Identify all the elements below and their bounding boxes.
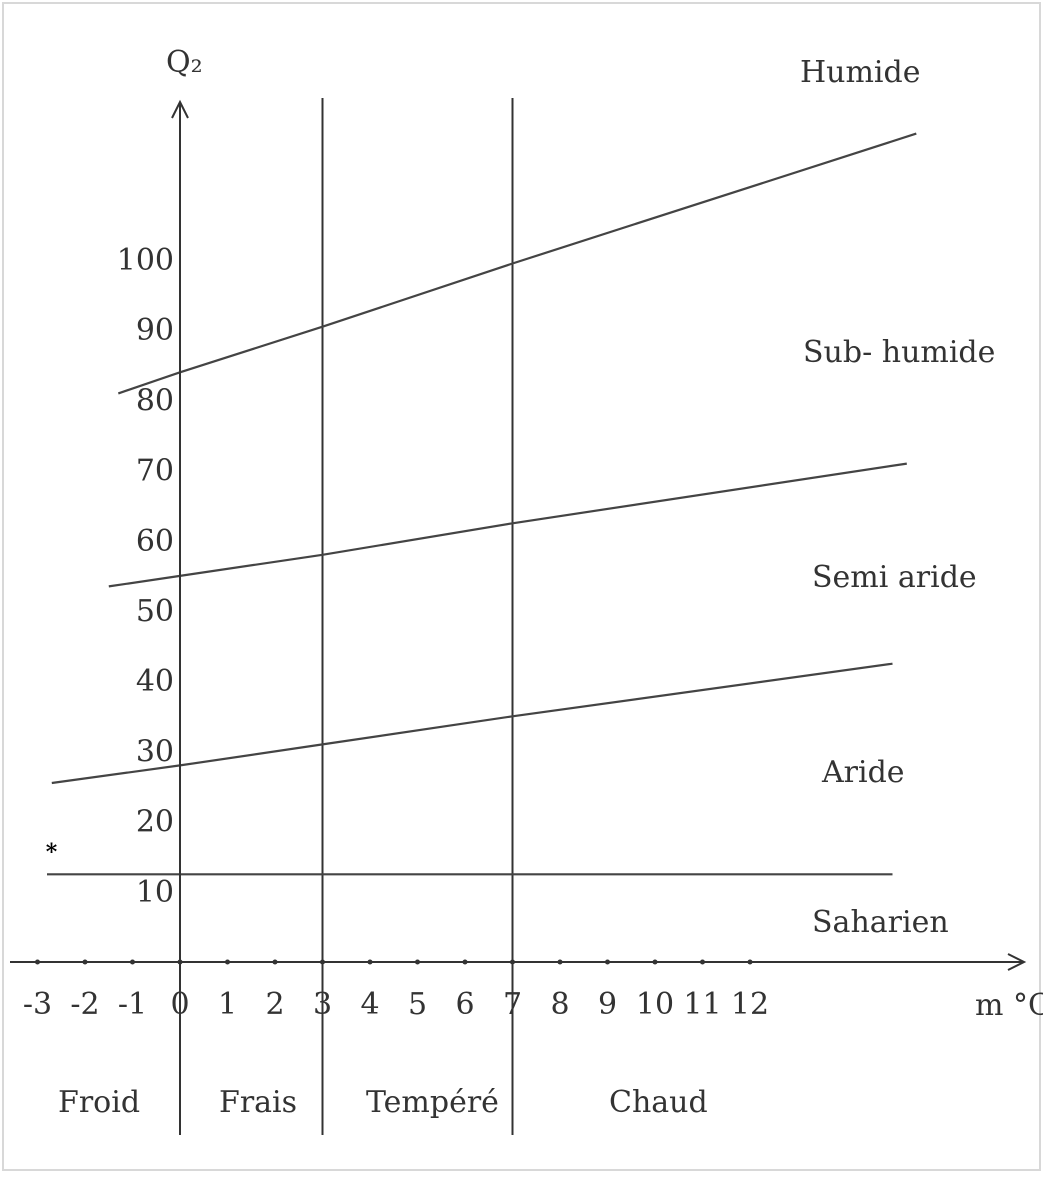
boundary-line-2: [108, 462, 907, 588]
y-tick-label-80: 80: [136, 383, 174, 418]
x-axis-label: m °C: [975, 988, 1043, 1023]
zone-label-saharien: Saharien: [812, 905, 949, 940]
y-axis-label: Q₂: [166, 45, 203, 80]
x-tick-mark-4: [367, 959, 373, 965]
x-tick-mark-1: [225, 959, 230, 965]
temp-label-chaud: Chaud: [609, 1085, 708, 1120]
x-tick-mark-10: [652, 959, 658, 965]
x-tick-label-4: 4: [360, 987, 379, 1022]
x-tick-mark-9: [605, 959, 610, 965]
temp-label-tempere: Tempéré: [366, 1085, 499, 1120]
y-tick-label-10: 10: [136, 875, 174, 910]
x-tick-label--2: -2: [70, 987, 99, 1022]
y-tick-label-20: 20: [136, 805, 174, 840]
x-tick-label-5: 5: [408, 987, 427, 1022]
temp-label-frais: Frais: [219, 1085, 297, 1120]
x-tick-mark--3: [35, 959, 40, 965]
x-tick-label-2: 2: [265, 987, 284, 1022]
boundary-line-1: [117, 132, 917, 395]
x-tick-label--3: -3: [23, 987, 52, 1022]
zone-label-semi-aride: Semi aride: [812, 560, 977, 595]
star-marker: *: [46, 840, 58, 866]
x-tick-mark-2: [272, 959, 278, 965]
y-tick-label-60: 60: [136, 524, 174, 559]
y-tick-label-30: 30: [136, 734, 174, 769]
x-tick-label-11: 11: [683, 987, 721, 1022]
x-tick-mark-11: [700, 959, 705, 965]
y-tick-label-50: 50: [136, 594, 174, 629]
boundary-line-3: [51, 662, 893, 785]
x-tick-mark--2: [82, 959, 88, 965]
x-tick-label-9: 9: [598, 987, 617, 1022]
x-tick-mark-8: [557, 959, 563, 965]
zone-label-aride: Aride: [821, 755, 905, 790]
x-tick-label-8: 8: [550, 987, 569, 1022]
x-tick-mark-0: [177, 959, 183, 965]
x-tick-label--1: -1: [118, 987, 147, 1022]
x-tick-label-1: 1: [218, 987, 237, 1022]
x-tick-mark-6: [462, 959, 468, 965]
zone-label-sub-humide: Sub- humide: [803, 335, 995, 370]
x-tick-label-12: 12: [731, 987, 769, 1022]
zone-label-humide: Humide: [800, 55, 920, 90]
y-tick-label-90: 90: [136, 313, 174, 348]
y-axis-arrow: [171, 99, 189, 119]
x-tick-label-3: 3: [313, 987, 332, 1022]
x-tick-mark-5: [415, 959, 420, 965]
x-tick-mark-12: [747, 959, 753, 965]
x-tick-label-10: 10: [636, 987, 674, 1022]
x-axis-arrow: [1007, 953, 1027, 971]
x-tick-mark-3: [320, 959, 325, 965]
y-tick-label-100: 100: [117, 243, 174, 278]
x-tick-mark--1: [130, 959, 135, 965]
temp-label-froid: Froid: [58, 1085, 140, 1120]
y-tick-label-40: 40: [136, 664, 174, 699]
x-tick-label-6: 6: [455, 987, 474, 1022]
y-tick-label-70: 70: [136, 454, 174, 489]
x-tick-mark-7: [510, 959, 515, 965]
x-tick-label-7: 7: [503, 987, 522, 1022]
x-tick-label-0: 0: [170, 987, 189, 1022]
